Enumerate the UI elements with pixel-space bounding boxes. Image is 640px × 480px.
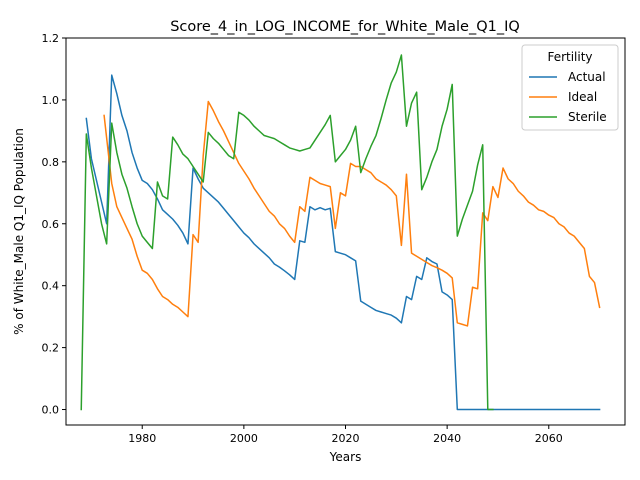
y-tick-label: 0.6 bbox=[42, 218, 60, 231]
legend-label-sterile: Sterile bbox=[568, 110, 607, 124]
legend-title: Fertility bbox=[547, 50, 592, 64]
y-axis-label: % of White_Male Q1_IQ Population bbox=[12, 128, 26, 335]
legend-label-ideal: Ideal bbox=[568, 90, 597, 104]
chart-title: Score_4_in_LOG_INCOME_for_White_Male_Q1_… bbox=[170, 19, 520, 35]
x-tick-label: 2040 bbox=[433, 432, 461, 445]
y-tick-label: 0.4 bbox=[42, 280, 60, 293]
x-tick-label: 1980 bbox=[128, 432, 156, 445]
y-tick-label: 0.0 bbox=[42, 404, 60, 417]
y-tick-label: 0.8 bbox=[42, 156, 60, 169]
y-tick-label: 1.0 bbox=[42, 94, 60, 107]
y-tick-label: 1.2 bbox=[42, 32, 60, 45]
x-axis-label: Years bbox=[329, 450, 362, 464]
x-tick-label: 2060 bbox=[535, 432, 563, 445]
legend: Fertility Actual Ideal Sterile bbox=[522, 45, 618, 130]
x-tick-label: 2020 bbox=[332, 432, 360, 445]
legend-label-actual: Actual bbox=[568, 70, 606, 84]
y-tick-label: 0.2 bbox=[42, 342, 60, 355]
x-tick-label: 2000 bbox=[230, 432, 258, 445]
